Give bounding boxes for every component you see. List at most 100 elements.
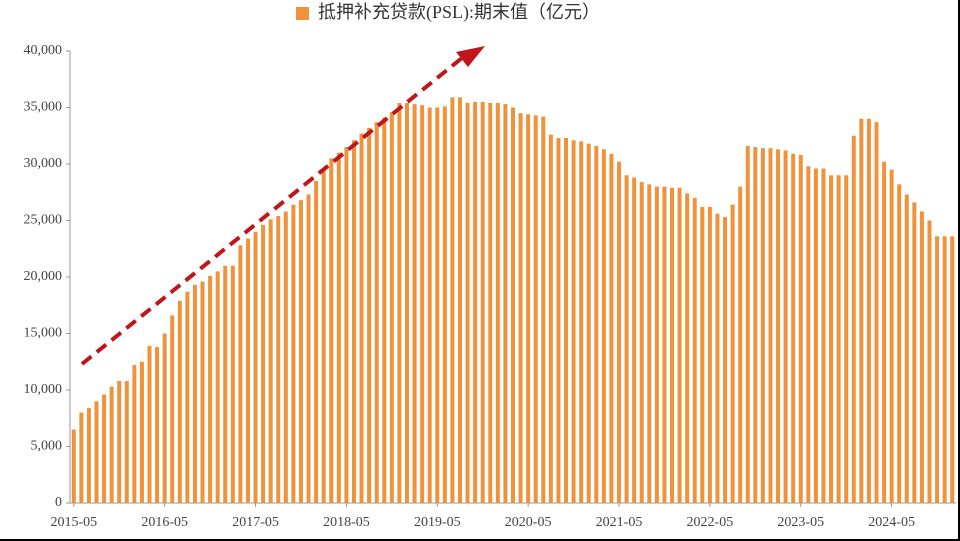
bar bbox=[654, 186, 659, 503]
bar bbox=[147, 345, 152, 503]
bar bbox=[806, 166, 811, 503]
bar bbox=[480, 101, 485, 503]
bar bbox=[261, 225, 266, 503]
bar bbox=[556, 138, 561, 503]
bar bbox=[488, 102, 493, 503]
y-tick-label: 35,000 bbox=[24, 100, 63, 115]
bar bbox=[738, 186, 743, 503]
bar bbox=[109, 386, 114, 503]
bar bbox=[321, 170, 326, 503]
bar bbox=[776, 149, 781, 503]
bar bbox=[518, 113, 523, 504]
bar bbox=[473, 101, 478, 503]
bar bbox=[374, 122, 379, 503]
y-tick-label: 0 bbox=[55, 495, 62, 510]
legend-label: 抵押补充贷款(PSL):期末值（亿元） bbox=[318, 2, 600, 23]
bar bbox=[298, 200, 303, 503]
bar bbox=[935, 236, 940, 503]
bar bbox=[223, 265, 228, 503]
bar bbox=[548, 134, 553, 503]
bar bbox=[238, 245, 243, 504]
bar bbox=[647, 184, 652, 503]
bar bbox=[457, 97, 462, 503]
x-tick-label: 2018-05 bbox=[323, 515, 370, 530]
bar bbox=[919, 211, 924, 503]
bar bbox=[745, 145, 750, 504]
bar bbox=[564, 138, 569, 503]
bar bbox=[404, 102, 409, 503]
bar bbox=[829, 175, 834, 504]
legend-swatch bbox=[296, 7, 309, 20]
bar bbox=[685, 193, 690, 503]
bar bbox=[155, 347, 160, 503]
x-tick-label: 2022-05 bbox=[687, 515, 734, 530]
bar bbox=[609, 153, 614, 503]
bar bbox=[351, 140, 356, 503]
plot-area: 0 5,000 10,000 15,000 20,000 25,000 30,000 35,0… bbox=[24, 2, 956, 530]
bar bbox=[268, 219, 273, 503]
x-tick-label: 2021-05 bbox=[596, 515, 643, 530]
bar bbox=[336, 152, 341, 503]
bar bbox=[102, 394, 107, 503]
y-tick-label: 20,000 bbox=[24, 269, 63, 284]
bar bbox=[844, 175, 849, 504]
bar bbox=[670, 187, 675, 504]
bar bbox=[897, 184, 902, 503]
bar bbox=[836, 175, 841, 504]
bar bbox=[753, 147, 758, 504]
bar bbox=[124, 380, 129, 503]
bar bbox=[162, 333, 167, 503]
bar bbox=[412, 104, 417, 504]
bar bbox=[912, 202, 917, 504]
bar bbox=[495, 102, 500, 503]
bar bbox=[442, 106, 447, 504]
bar bbox=[435, 107, 440, 503]
x-tick-label: 2017-05 bbox=[232, 515, 279, 530]
bar bbox=[768, 148, 773, 503]
bar bbox=[200, 281, 205, 503]
bar bbox=[813, 168, 818, 503]
bar bbox=[253, 231, 258, 504]
bar bbox=[276, 215, 281, 504]
bar bbox=[329, 158, 334, 503]
bar bbox=[71, 429, 76, 503]
bar bbox=[465, 102, 470, 503]
y-tick-label: 5,000 bbox=[31, 439, 63, 454]
bar bbox=[132, 365, 137, 503]
bar bbox=[139, 361, 144, 503]
bar bbox=[859, 118, 864, 504]
bar bbox=[874, 122, 879, 503]
bar bbox=[927, 220, 932, 503]
bar bbox=[851, 135, 856, 503]
bar bbox=[760, 148, 765, 503]
bar bbox=[117, 380, 122, 503]
bar bbox=[950, 236, 955, 503]
bar bbox=[866, 118, 871, 504]
bar bbox=[177, 300, 182, 503]
bar bbox=[889, 169, 894, 503]
bar bbox=[882, 161, 887, 504]
bar bbox=[700, 206, 705, 503]
bar bbox=[389, 112, 394, 504]
bar bbox=[359, 133, 364, 504]
y-tick-label: 40,000 bbox=[24, 43, 63, 58]
bar bbox=[579, 141, 584, 503]
bar bbox=[511, 107, 515, 503]
x-tick-label: 2015-05 bbox=[50, 515, 97, 530]
x-tick-label: 2024-05 bbox=[868, 515, 915, 530]
bar bbox=[314, 180, 319, 503]
bar bbox=[185, 291, 190, 503]
bar bbox=[283, 211, 288, 503]
bar bbox=[677, 187, 682, 504]
bar bbox=[79, 412, 84, 503]
bar bbox=[344, 147, 349, 504]
bar bbox=[617, 161, 622, 504]
bar bbox=[503, 104, 508, 504]
bar bbox=[427, 107, 432, 503]
x-tick-label: 2019-05 bbox=[414, 515, 461, 530]
bar bbox=[692, 197, 697, 503]
bar bbox=[601, 149, 606, 503]
bar bbox=[208, 275, 213, 503]
bar bbox=[594, 145, 599, 504]
bar bbox=[624, 175, 629, 504]
